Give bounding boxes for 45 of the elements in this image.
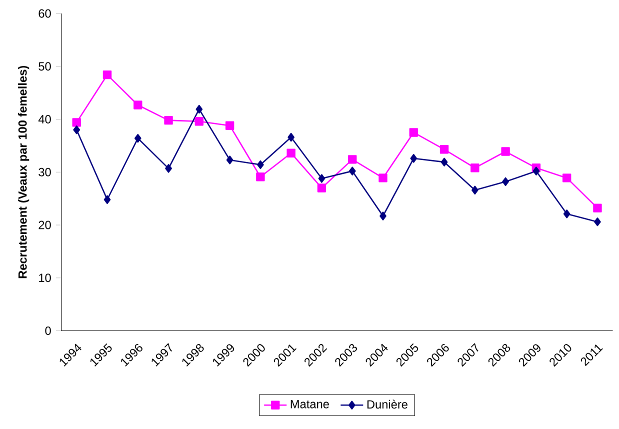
point (594, 218, 601, 226)
y-tick-label: 40 (38, 115, 51, 124)
y-axis-title: Recrutement (Veaux par 100 femelles) (18, 66, 30, 278)
point (348, 166, 356, 176)
point (104, 195, 111, 204)
point (165, 164, 172, 173)
point (286, 148, 296, 158)
y-tick-label: 60 (38, 9, 51, 18)
point (563, 210, 570, 218)
y-tick-label: 50 (38, 62, 51, 71)
point (225, 121, 234, 130)
point (348, 155, 357, 164)
y-tick-label: 20 (38, 220, 51, 230)
point (471, 186, 478, 194)
point (562, 174, 572, 182)
legend-label: Matane (290, 400, 329, 408)
point (378, 174, 388, 182)
legend-label: Dunière (367, 400, 408, 409)
y-tick-label: 10 (39, 274, 51, 282)
point (502, 177, 509, 186)
y-tick-label: 0 (45, 326, 51, 335)
point (72, 118, 81, 127)
point (409, 128, 418, 137)
point (73, 126, 80, 134)
y-tick-label: 30 (38, 168, 51, 176)
point (196, 104, 203, 114)
point (164, 116, 173, 125)
point (102, 70, 112, 80)
point (226, 156, 234, 164)
point (257, 160, 264, 170)
point (380, 212, 386, 220)
point (317, 184, 326, 192)
point (134, 134, 142, 143)
point (440, 145, 449, 154)
point (134, 100, 142, 110)
point (532, 166, 540, 176)
point (256, 172, 265, 182)
point (194, 117, 204, 126)
point (410, 154, 418, 163)
point (501, 147, 510, 156)
point (440, 158, 448, 166)
point (593, 204, 602, 212)
point (470, 164, 480, 172)
point (288, 132, 295, 142)
point (318, 174, 326, 183)
